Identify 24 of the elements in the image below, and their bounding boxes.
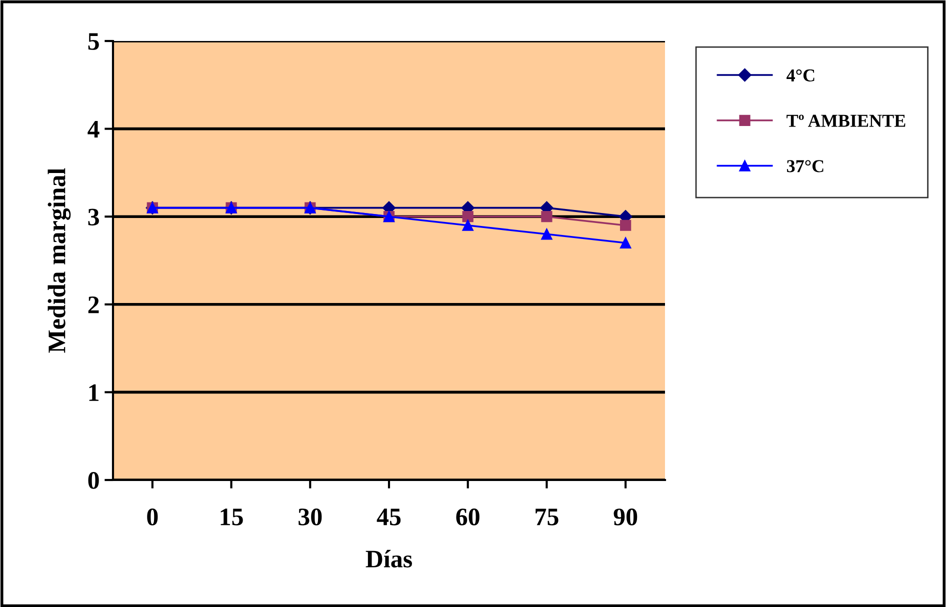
x-tick-label: 30: [298, 508, 322, 526]
point: [462, 211, 474, 222]
x-tick-label: 45: [376, 508, 401, 526]
legend-label: 4°C: [786, 69, 814, 82]
legend-label: 37°C: [786, 160, 824, 172]
point: [620, 237, 632, 248]
y-tick-label: 4: [88, 121, 100, 138]
point: [462, 220, 474, 231]
x-tick-label: 60: [456, 508, 480, 526]
legend-label: Tº AMBIENTE: [786, 114, 906, 127]
y-tick-label: 5: [88, 33, 99, 50]
y-axis-title: Medida marginal: [48, 168, 71, 353]
x-axis-title: Días: [366, 550, 412, 568]
y-tick-label: 1: [89, 384, 99, 401]
y-tick-label: 0: [88, 472, 99, 489]
x-tick-label: 15: [220, 508, 243, 526]
x-tick-label: 90: [614, 508, 638, 526]
point: [541, 211, 552, 222]
point: [620, 220, 632, 231]
y-tick-label: 2: [88, 296, 99, 314]
point: [541, 228, 552, 240]
y-tick-label: 3: [88, 208, 99, 226]
x-tick-label: 0: [147, 508, 158, 526]
x-tick-label: 75: [536, 508, 558, 526]
